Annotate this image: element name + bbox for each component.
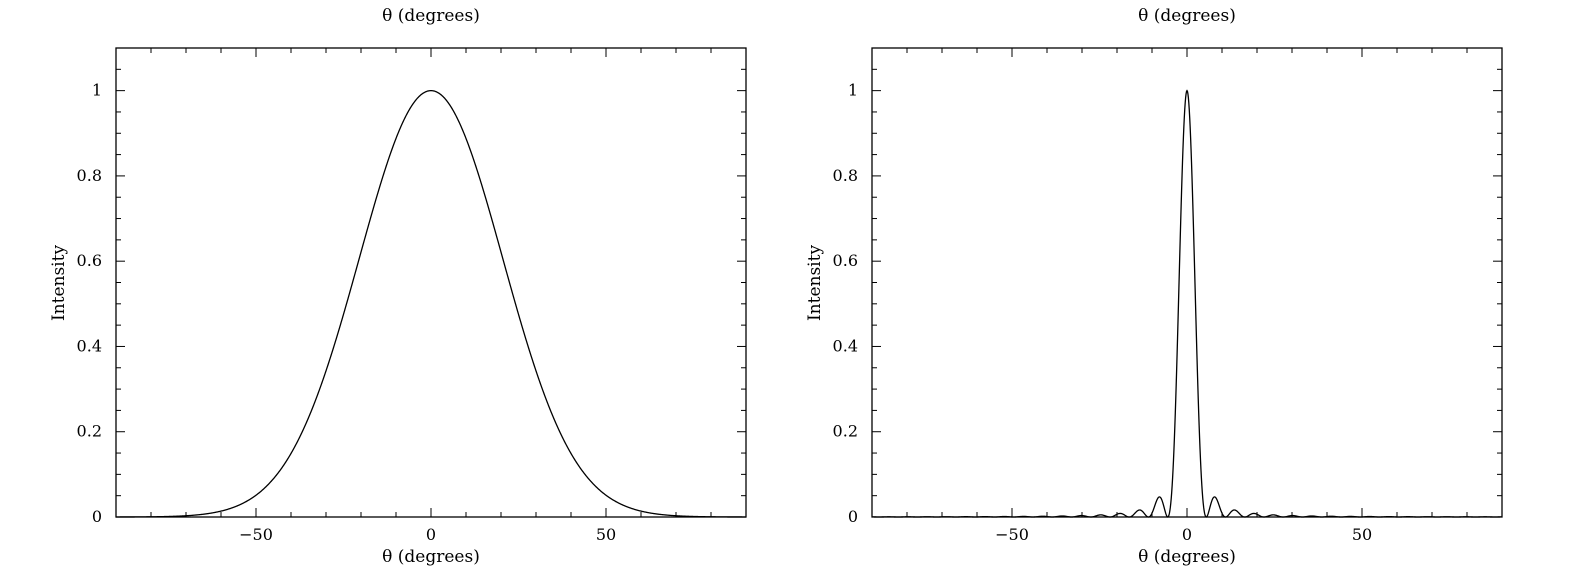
left-top-axis-label: θ (degrees)	[382, 6, 480, 26]
right-y-tick-label: 0.8	[833, 166, 858, 185]
right-y-tick-label: 0	[848, 507, 858, 526]
right-x-tick-label: 0	[1182, 525, 1192, 544]
right-y-tick-label: 0.6	[833, 251, 858, 270]
right-x-axis-label: θ (degrees)	[1138, 547, 1236, 567]
right-x-tick-label: 50	[1352, 525, 1372, 544]
left-y-axis-label: Intensity	[49, 245, 69, 321]
right-x-ticks: −50 0 50	[871, 48, 1503, 544]
left-y-tick-label: 1	[92, 81, 102, 100]
right-y-axis-label: Intensity	[805, 245, 825, 321]
right-plot-frame	[871, 47, 1503, 518]
left-y-ticks: 0 0.2 0.4 0.6 0.8 1	[77, 47, 746, 526]
right-panel-sinc: −50 0 50 0 0.2 0.4 0.6 0.8 1 θ (degrees) θ (deg…	[805, 6, 1503, 567]
left-x-tick-label: 50	[596, 525, 616, 544]
left-x-ticks: −50 0 50	[115, 48, 747, 544]
right-top-axis-label: θ (degrees)	[1138, 6, 1236, 26]
left-x-axis-label: θ (degrees)	[382, 547, 480, 567]
left-plot-frame	[115, 47, 747, 518]
left-panel-gaussian: −50 0 50 0 0.2 0.4 0.6 0.8 1 θ (degrees) θ (deg…	[49, 6, 747, 567]
right-y-tick-label: 0.2	[833, 422, 858, 441]
right-sinc-curve	[871, 89, 1503, 518]
left-y-tick-label: 0.4	[77, 336, 102, 355]
left-y-tick-label: 0.6	[77, 251, 102, 270]
right-y-ticks: 0 0.2 0.4 0.6 0.8 1	[833, 47, 1502, 526]
left-gaussian-curve	[116, 89, 746, 518]
right-y-tick-label: 1	[848, 81, 858, 100]
left-x-tick-label: 0	[426, 525, 436, 544]
left-y-tick-label: 0	[92, 507, 102, 526]
right-x-tick-label: −50	[995, 525, 1029, 544]
left-y-tick-label: 0.2	[77, 422, 102, 441]
right-y-tick-label: 0.4	[833, 336, 858, 355]
left-y-tick-label: 0.8	[77, 166, 102, 185]
left-x-tick-label: −50	[239, 525, 273, 544]
